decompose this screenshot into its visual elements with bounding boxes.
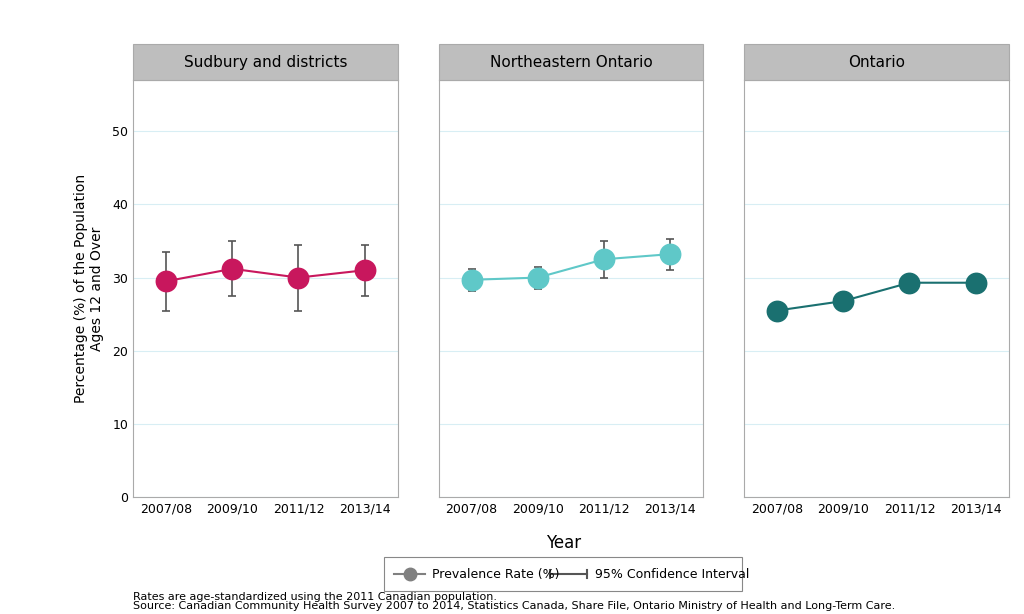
- Point: [290, 273, 306, 282]
- Point: [529, 273, 546, 282]
- Point: [836, 296, 852, 306]
- Text: Sudbury and districts: Sudbury and districts: [183, 55, 347, 69]
- Text: Source: Canadian Community Health Survey 2007 to 2014, Statistics Canada, Share : Source: Canadian Community Health Survey…: [133, 601, 895, 611]
- Point: [356, 265, 373, 275]
- Text: Rates are age-standardized using the 2011 Canadian population.: Rates are age-standardized using the 201…: [133, 592, 497, 602]
- Text: Prevalence Rate (%): Prevalence Rate (%): [432, 567, 560, 581]
- Point: [662, 249, 678, 259]
- Point: [224, 264, 241, 274]
- Text: Northeastern Ontario: Northeastern Ontario: [489, 55, 652, 69]
- Text: 95% Confidence Interval: 95% Confidence Interval: [595, 567, 750, 581]
- Text: Year: Year: [546, 534, 581, 553]
- Point: [968, 278, 984, 287]
- Point: [464, 275, 480, 285]
- Point: [901, 278, 918, 287]
- Point: [769, 306, 785, 316]
- Text: Ontario: Ontario: [848, 55, 905, 69]
- Point: [158, 276, 174, 286]
- Point: [596, 254, 612, 264]
- Y-axis label: Percentage (%) of the Population
Ages 12 and Over: Percentage (%) of the Population Ages 12…: [74, 174, 103, 403]
